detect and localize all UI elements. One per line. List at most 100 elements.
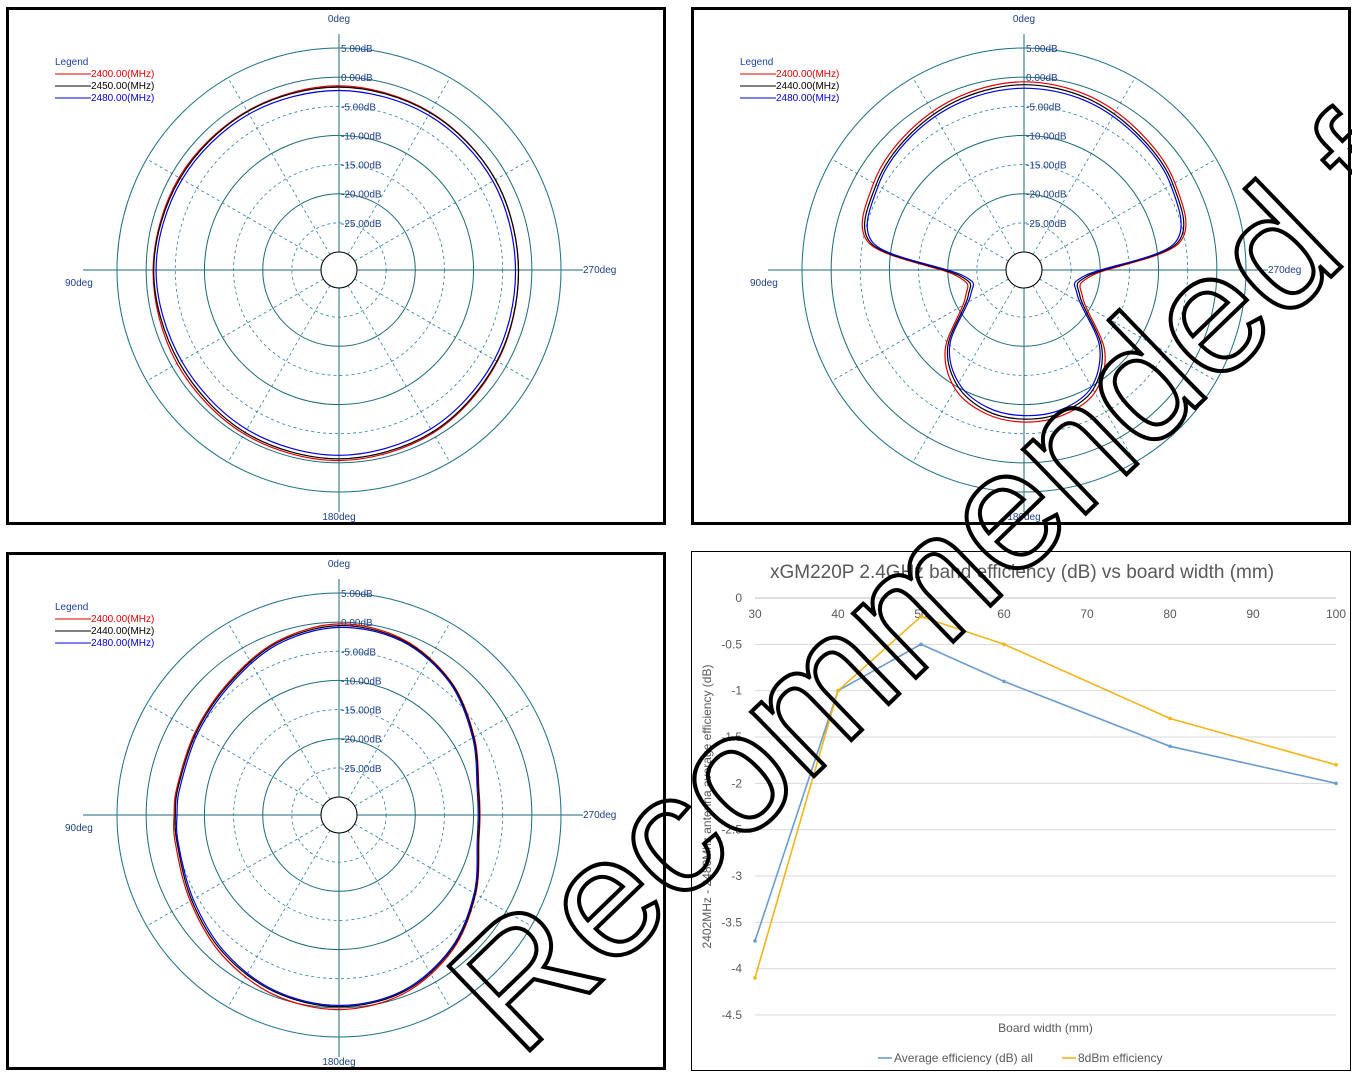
polar-ring-label: 5.00dB: [1026, 44, 1058, 55]
polar-center-hub: [320, 251, 358, 289]
x-tick-label: 30: [748, 607, 762, 621]
angle-label-0deg: 0deg: [328, 14, 350, 25]
x-tick-label: 80: [1163, 607, 1177, 621]
polar-ring-label: -15.00dB: [341, 706, 382, 717]
polar-chart-2-svg: 5.00dB 0.00dB -5.00dB -10.00dB -15.00dB -20.0…: [740, 14, 1301, 522]
polar-ring-label: -25.00dB: [341, 219, 382, 230]
polar-radial-line: [347, 285, 451, 463]
polar-radial-line: [1039, 158, 1217, 262]
angle-label-270deg: 270deg: [1268, 265, 1301, 276]
legend-entry: 2480.00(MHz): [776, 93, 839, 104]
legend-entry: 2450.00(MHz): [91, 81, 154, 92]
efficiency-line-chart-svg: xGM220P 2.4GHz band efficiency (dB) vs b…: [700, 562, 1346, 1065]
polar-radial-line: [146, 823, 324, 927]
polar-series-trace: [175, 626, 479, 1007]
y-tick-label: -4: [731, 962, 742, 976]
polar-ring-label: -5.00dB: [341, 102, 376, 113]
polar-radial-line: [227, 77, 331, 255]
polar-radial-line: [1032, 77, 1136, 255]
polar-radial-line: [146, 703, 324, 807]
polar-ring-label: -20.00dB: [341, 735, 382, 746]
legend-entry: 2480.00(MHz): [91, 638, 154, 649]
angle-label-180deg: 180deg: [1007, 512, 1040, 522]
x-axis-label: Board width (mm): [998, 1021, 1093, 1035]
polar-radial-line: [227, 285, 331, 463]
y-tick-label: -0.5: [721, 637, 742, 651]
angle-label-270deg: 270deg: [583, 265, 616, 276]
polar-center-hub: [1005, 251, 1043, 289]
polar-ring-label: -25.00dB: [341, 764, 382, 775]
polar-ring-label: 0.00dB: [341, 73, 373, 84]
angle-label-180deg: 180deg: [322, 1057, 355, 1067]
legend-entry: 2480.00(MHz): [91, 93, 154, 104]
polar-radial-line: [354, 278, 532, 382]
polar-radial-line: [347, 830, 451, 1008]
y-tick-label: -4.5: [721, 1008, 742, 1022]
data-point: [1334, 763, 1338, 767]
y-tick-label: 0: [735, 591, 742, 605]
data-point: [1002, 679, 1006, 684]
polar-ring-label: 0.00dB: [341, 618, 373, 629]
polar-radial-line: [347, 77, 451, 255]
polar-radial-line: [354, 158, 532, 262]
polar-chart-1: 5.00dB 0.00dB -5.00dB -10.00dB -15.00dB -20.0…: [6, 7, 666, 525]
polar-ring-label: -10.00dB: [1026, 131, 1067, 142]
data-point: [1334, 781, 1338, 786]
legend-title: Legend: [740, 57, 773, 68]
polar-radial-line: [227, 622, 331, 800]
polar-radial-line: [227, 830, 331, 1008]
data-point: [1168, 744, 1172, 749]
y-tick-label: -1.5: [721, 730, 742, 744]
legend-title: Legend: [55, 57, 88, 68]
angle-label-90deg: 90deg: [65, 823, 93, 834]
polar-series-trace: [153, 86, 520, 460]
legend-entry: 2440.00(MHz): [776, 81, 839, 92]
polar-center-hub: [320, 796, 358, 834]
polar-radial-line: [831, 158, 1009, 262]
data-point: [753, 976, 757, 980]
series-line: [754, 615, 1337, 979]
polar-radial-line: [912, 77, 1016, 255]
x-tick-label: 70: [1080, 607, 1094, 621]
polar-ring-label: -10.00dB: [341, 676, 382, 687]
angle-label-0deg: 0deg: [1013, 14, 1035, 25]
angle-label-180deg: 180deg: [322, 512, 355, 522]
polar-chart-2: 5.00dB 0.00dB -5.00dB -10.00dB -15.00dB -20.0…: [691, 7, 1351, 525]
x-tick-label: 60: [997, 607, 1011, 621]
y-tick-label: -2.5: [721, 823, 742, 837]
polar-series-trace: [155, 89, 517, 456]
polar-chart-3-svg: 5.00dB 0.00dB -5.00dB -10.00dB -15.00dB -20.0…: [55, 559, 616, 1067]
polar-ring-label: 5.00dB: [341, 589, 373, 600]
angle-label-270deg: 270deg: [583, 810, 616, 821]
polar-ring-label: -20.00dB: [341, 190, 382, 201]
polar-chart-1-svg: 5.00dB 0.00dB -5.00dB -10.00dB -15.00dB -20.0…: [55, 14, 616, 522]
polar-radial-line: [354, 703, 532, 807]
polar-ring-label: -15.00dB: [1026, 161, 1067, 172]
efficiency-line-chart: xGM220P 2.4GHz band efficiency (dB) vs b…: [691, 551, 1351, 1071]
y-tick-label: -3.5: [721, 915, 742, 929]
y-tick-label: -2: [731, 776, 742, 790]
data-point: [836, 688, 840, 693]
legend-entry: 2400.00(MHz): [91, 614, 154, 625]
polar-radial-line: [1039, 278, 1217, 382]
polar-ring-label: -5.00dB: [1026, 102, 1061, 113]
data-point: [1168, 716, 1172, 721]
angle-label-90deg: 90deg: [750, 278, 778, 289]
angle-label-0deg: 0deg: [328, 559, 350, 570]
polar-radial-line: [354, 823, 532, 927]
legend-entry: 2400.00(MHz): [91, 69, 154, 80]
legend-entry: 8dBm efficiency: [1078, 1051, 1163, 1065]
polar-ring-label: -10.00dB: [341, 131, 382, 142]
polar-ring-label: -25.00dB: [1026, 219, 1067, 230]
polar-ring-label: -5.00dB: [341, 647, 376, 658]
x-tick-label: 100: [1326, 607, 1346, 621]
polar-series-trace: [866, 87, 1182, 417]
polar-series-trace: [863, 84, 1185, 420]
legend-entry: Average efficiency (dB) all: [894, 1051, 1033, 1065]
data-point: [753, 939, 757, 943]
polar-radial-line: [831, 278, 1009, 382]
y-tick-label: -3: [731, 869, 742, 883]
polar-chart-3: 5.00dB 0.00dB -5.00dB -10.00dB -15.00dB -20.0…: [6, 552, 666, 1070]
data-point: [919, 642, 923, 647]
polar-radial-line: [912, 285, 1016, 463]
